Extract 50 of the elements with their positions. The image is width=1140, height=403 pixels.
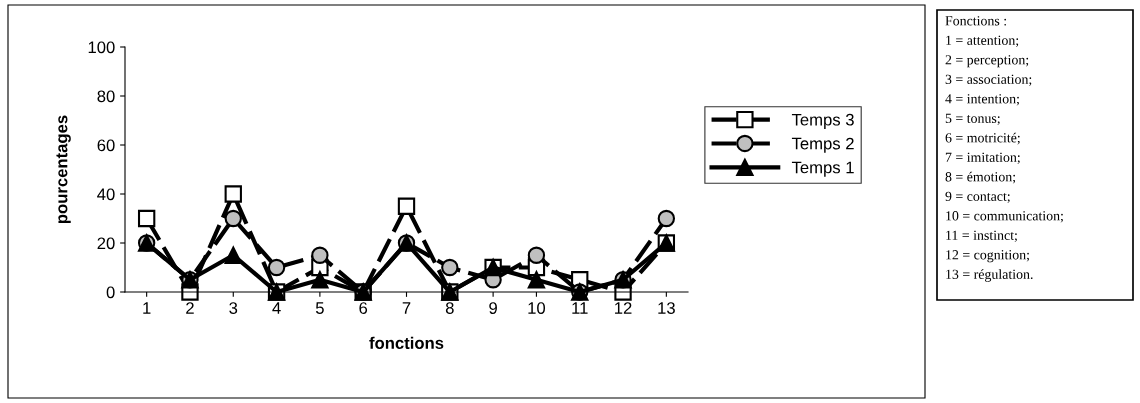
x-tick-label: 4 <box>272 302 281 314</box>
y-tick-label: 0 <box>106 286 115 299</box>
x-tick-label: 3 <box>229 302 238 314</box>
point <box>527 246 546 264</box>
x-tick-label: 6 <box>359 302 368 314</box>
x-tick-label: 12 <box>615 302 632 314</box>
point <box>224 185 242 203</box>
y-tick-label: 60 <box>97 139 115 152</box>
text: 4 = intention; <box>945 94 1019 106</box>
text: Fonctions : <box>945 16 1006 26</box>
text: 11 = instinct; <box>946 230 1017 242</box>
point <box>441 258 459 277</box>
text: 13 = régulation. <box>946 269 1033 282</box>
y-tick-label: 20 <box>97 237 115 250</box>
point <box>397 197 416 215</box>
point <box>527 271 546 289</box>
legend-label: Temps 1 <box>791 161 854 177</box>
legend-label: Temps 2 <box>791 137 854 153</box>
x-axis-title: fonctions <box>369 336 444 349</box>
y-axis-title: pourcentages <box>56 115 71 224</box>
y-tick-label: 40 <box>97 188 115 201</box>
legend-label: Temps 3 <box>791 113 854 129</box>
x-tick-label: 13 <box>658 302 675 314</box>
point <box>657 209 676 228</box>
text: 2 = perception; <box>945 55 1029 68</box>
text: 9 = contact; <box>945 191 1010 203</box>
x-tick-label: 9 <box>489 302 497 314</box>
x-tick-label: 5 <box>315 302 324 314</box>
text: 1 = attention; <box>946 35 1019 47</box>
x-tick-label: 10 <box>528 302 546 314</box>
x-tick-label: 1 <box>143 302 151 314</box>
x-tick-label: 8 <box>445 302 454 314</box>
text: 7 = imitation; <box>945 152 1020 164</box>
y-tick-label: 100 <box>88 41 115 54</box>
y-tick-label: 80 <box>97 90 115 103</box>
point <box>311 246 329 264</box>
point <box>137 209 156 228</box>
point <box>224 246 242 264</box>
text: 10 = communication; <box>946 211 1063 223</box>
point <box>267 258 286 277</box>
text: 6 = motricité; <box>945 132 1020 145</box>
text: 5 = tonus; <box>945 113 1000 125</box>
x-tick-label: 2 <box>186 302 194 314</box>
point <box>224 209 242 228</box>
text: 3 = association; <box>945 74 1032 86</box>
text: 8 = émotion; <box>945 171 1016 184</box>
x-tick-label: 7 <box>402 302 411 314</box>
text: 12 = cognition; <box>946 250 1029 263</box>
point <box>311 271 329 289</box>
x-tick-label: 11 <box>572 302 588 314</box>
